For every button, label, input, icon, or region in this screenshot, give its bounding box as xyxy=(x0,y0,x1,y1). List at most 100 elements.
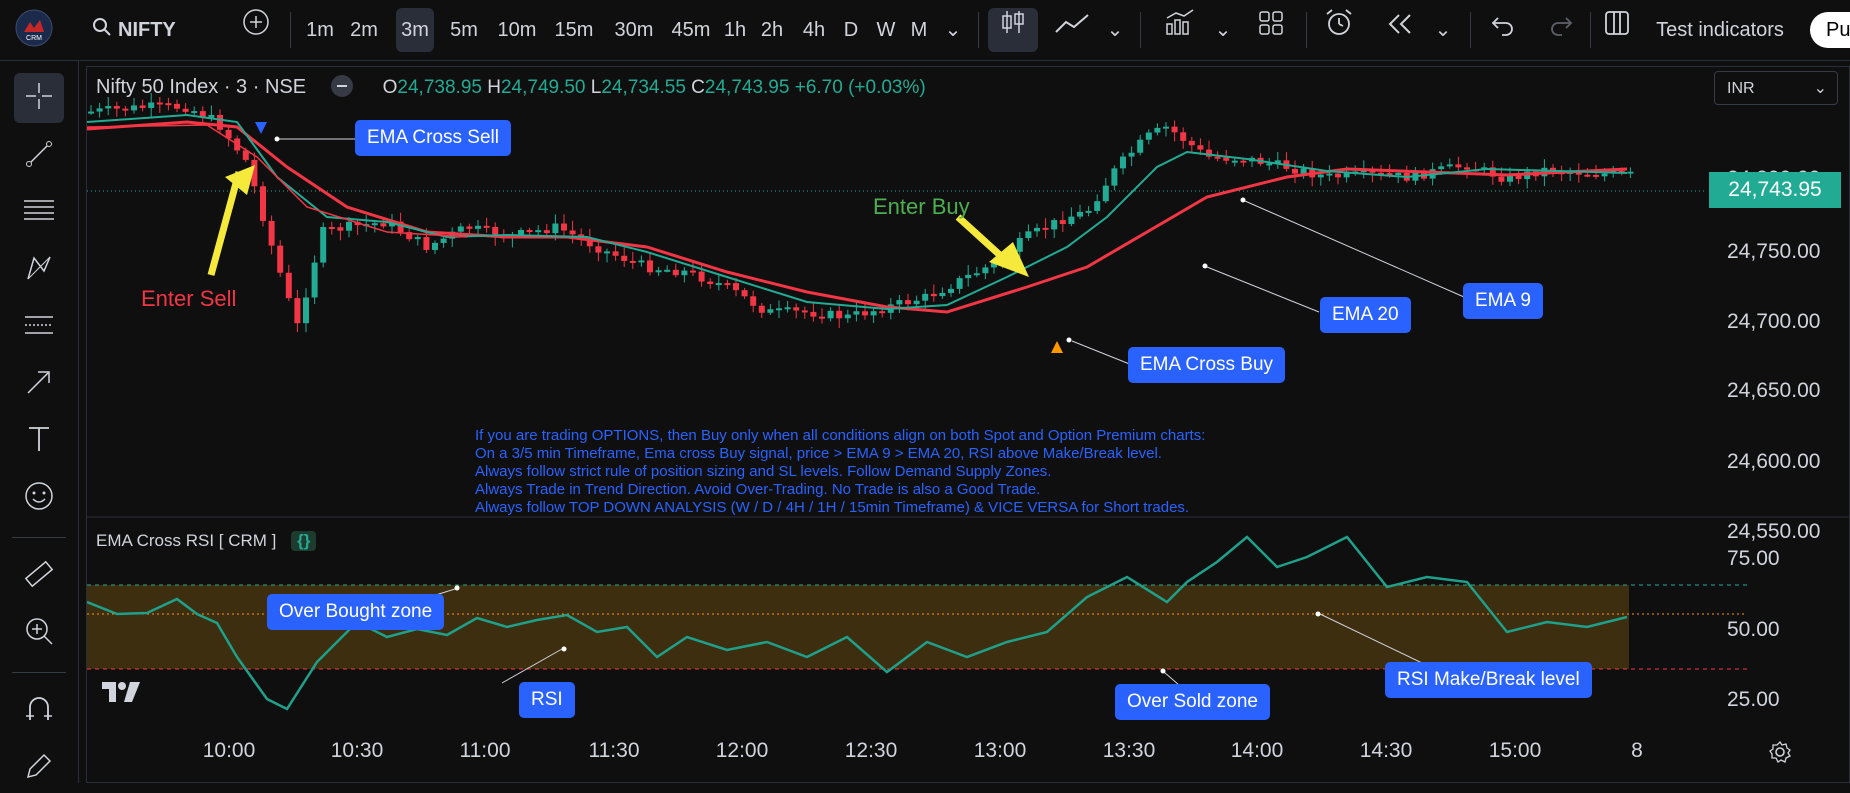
source-code-icon[interactable]: {} xyxy=(291,531,317,551)
trend-line-tool[interactable] xyxy=(14,131,64,181)
candle-body xyxy=(432,242,438,250)
interval-2h[interactable]: 2h xyxy=(760,19,784,41)
over-bought-label[interactable]: Over Bought zone xyxy=(267,594,445,630)
rsi-connector xyxy=(501,648,563,684)
chart-type-chevron-icon[interactable]: ⌄ xyxy=(1106,19,1124,41)
rsi-axis-label: 75.00 xyxy=(1727,547,1780,570)
zoom-in-icon xyxy=(24,616,54,651)
candle-body xyxy=(208,114,215,118)
candle-body xyxy=(1618,170,1625,173)
candle-body xyxy=(423,237,430,250)
crosshair-tool[interactable] xyxy=(14,73,64,123)
pencil-lock-icon xyxy=(24,751,54,786)
brush-tool[interactable] xyxy=(14,359,64,409)
lock-drawing-tool[interactable] xyxy=(14,743,64,793)
fib-tool[interactable] xyxy=(14,188,64,238)
candle-body xyxy=(879,311,886,314)
candle-body xyxy=(707,281,714,285)
text-tool[interactable] xyxy=(14,416,64,466)
ema-cross-buy-label[interactable]: EMA Cross Buy xyxy=(1128,347,1286,383)
symbol-search[interactable]: NIFTY xyxy=(92,8,204,52)
ema-cross-sell-label[interactable]: EMA Cross Sell xyxy=(355,120,511,156)
ema20-label[interactable]: EMA 20 xyxy=(1320,297,1411,333)
emoji-tool[interactable] xyxy=(14,473,64,523)
layout-grid-button[interactable] xyxy=(1254,8,1288,52)
interval-M[interactable]: M xyxy=(910,19,928,41)
indicator-name: EMA Cross RSI [ CRM ] xyxy=(96,531,277,550)
time-axis-label: 12:00 xyxy=(716,739,769,762)
candle-body xyxy=(1051,220,1058,230)
interval-10m[interactable]: 10m xyxy=(497,19,537,41)
undo-button[interactable] xyxy=(1486,8,1520,52)
candle-body xyxy=(750,296,757,306)
interval-45m[interactable]: 45m xyxy=(671,19,711,41)
indicator-title[interactable]: EMA Cross RSI [ CRM ] {} xyxy=(96,531,317,551)
pattern-tool[interactable] xyxy=(14,245,64,295)
candle-body xyxy=(311,262,318,298)
panels-button[interactable] xyxy=(1600,8,1634,52)
settings-gear-icon[interactable] xyxy=(1768,740,1792,769)
candle-body xyxy=(1085,210,1092,213)
forecast-tool[interactable] xyxy=(14,302,64,352)
time-axis-label: 13:30 xyxy=(1103,739,1156,762)
redo-button[interactable] xyxy=(1544,8,1578,52)
candle-body xyxy=(552,223,559,234)
interval-1h[interactable]: 1h xyxy=(723,19,747,41)
candle-body xyxy=(1094,201,1101,211)
hide-legend-button[interactable] xyxy=(331,74,354,97)
replay-button[interactable] xyxy=(1380,8,1420,52)
compare-add-button[interactable] xyxy=(238,8,274,52)
ema9-connector xyxy=(1244,200,1465,298)
candle-body xyxy=(681,270,688,276)
currency-select[interactable]: INR ⌄ xyxy=(1714,71,1838,105)
measure-tool[interactable] xyxy=(14,551,64,601)
zoom-tool[interactable] xyxy=(14,608,64,658)
interval-D[interactable]: D xyxy=(843,19,859,41)
candle-body xyxy=(260,186,266,221)
alert-button[interactable] xyxy=(1320,8,1360,52)
interval-1m[interactable]: 1m xyxy=(306,19,334,41)
interval-3m[interactable]: 3m xyxy=(396,8,434,52)
interval-15m[interactable]: 15m xyxy=(554,19,594,41)
interval-5m[interactable]: 5m xyxy=(450,19,478,41)
candles-chart-type-button[interactable] xyxy=(988,8,1038,52)
note-line: Always follow strict rule of position si… xyxy=(475,463,1052,480)
top-toolbar: CRM NIFTY 1m 2m 3m 5m 10m 15m 30m 45m 1h 2h 4h D W M … xyxy=(0,0,1850,61)
test-indicators-label[interactable]: Test indicators xyxy=(1656,19,1784,41)
search-icon xyxy=(92,9,112,53)
candle-body xyxy=(930,293,937,297)
interval-W[interactable]: W xyxy=(876,19,896,41)
rsi-label[interactable]: RSI xyxy=(519,682,575,718)
candle-body xyxy=(1274,160,1281,164)
publish-button[interactable]: Pu xyxy=(1810,12,1850,48)
candle-body xyxy=(1292,168,1298,174)
ema9-label[interactable]: EMA 9 xyxy=(1463,283,1543,319)
make-break-label[interactable]: RSI Make/Break level xyxy=(1385,662,1592,698)
interval-2m[interactable]: 2m xyxy=(350,19,378,41)
candle-body xyxy=(561,223,567,231)
symbol-name: NIFTY xyxy=(118,19,176,41)
enter-sell-text: Enter Sell xyxy=(141,286,237,311)
ema9-line xyxy=(87,113,1628,311)
indicators-button[interactable] xyxy=(1160,8,1200,52)
interval-4h[interactable]: 4h xyxy=(802,19,826,41)
over-sold-label[interactable]: Over Sold zone xyxy=(1115,684,1270,720)
tradingview-logo[interactable] xyxy=(100,678,148,709)
candle-body xyxy=(586,238,593,247)
symbol-title[interactable]: Nifty 50 Index · 3 · NSE xyxy=(96,76,307,98)
interval-dropdown-chevron-icon[interactable]: ⌄ xyxy=(944,19,962,41)
candle-body xyxy=(1601,173,1608,177)
replay-chevron-icon[interactable]: ⌄ xyxy=(1434,19,1452,41)
interval-30m[interactable]: 30m xyxy=(614,19,654,41)
magnet-tool[interactable] xyxy=(14,686,64,736)
plus-circle-icon xyxy=(242,9,270,41)
line-chart-button[interactable] xyxy=(1050,8,1094,52)
indicators-chevron-icon[interactable]: ⌄ xyxy=(1214,19,1232,41)
candle-body xyxy=(277,245,284,273)
svg-text:CRM: CRM xyxy=(26,35,42,42)
candle-body xyxy=(1584,174,1591,177)
candle-body xyxy=(1507,175,1513,182)
candle-body xyxy=(629,260,636,263)
candle-body xyxy=(268,220,275,246)
candle-body xyxy=(105,106,112,109)
